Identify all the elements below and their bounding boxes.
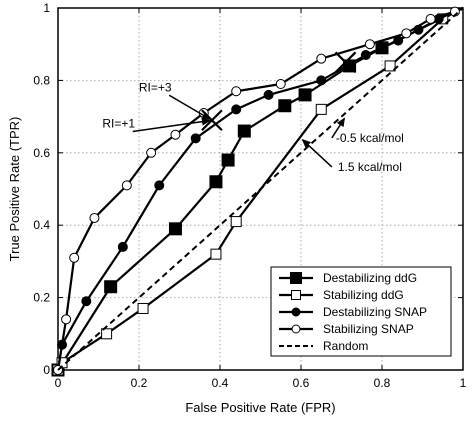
data-point xyxy=(121,180,132,191)
cross-marker xyxy=(334,51,357,74)
annotation-arrow xyxy=(168,94,212,120)
data-point xyxy=(237,124,251,138)
legend-label: Destabilizing SNAP xyxy=(323,305,427,319)
annotations: RI=+3 RI=+1 -0.5 kcal/mol 1.5 kcal/mol xyxy=(102,51,404,174)
data-point xyxy=(360,50,371,61)
data-point xyxy=(69,252,80,263)
axis-ticks: 00 0.2 0.2 0.4 0.4 0.6 0.6 0.8 0.8 1 1 xyxy=(33,1,466,390)
legend-label: Stabilizing ddG xyxy=(323,288,404,302)
y-tick-label: 0.2 xyxy=(33,291,50,305)
legend-marker xyxy=(290,272,302,284)
data-point xyxy=(425,13,436,24)
annotation-label: -0.5 kcal/mol xyxy=(336,131,404,145)
series-destabilizing-snap xyxy=(53,6,464,375)
data-point xyxy=(104,280,118,294)
series-group xyxy=(51,6,464,377)
series-random xyxy=(57,7,464,371)
data-point xyxy=(230,216,242,228)
data-point xyxy=(190,133,201,144)
x-tick-label: 0.2 xyxy=(131,376,148,390)
series-stabilizing-snap xyxy=(53,6,464,375)
data-point xyxy=(263,89,274,100)
x-tick-label: 0 xyxy=(55,376,62,390)
y-tick-label: 0 xyxy=(43,363,50,377)
data-point xyxy=(168,222,182,236)
annotation-label: 1.5 kcal/mol xyxy=(338,160,402,174)
data-point xyxy=(231,86,242,97)
annotation-label: RI=+3 xyxy=(139,80,172,94)
data-point xyxy=(298,88,312,102)
y-tick-label: 0.4 xyxy=(33,218,50,232)
legend-label: Destabilizing ddG xyxy=(323,271,417,285)
x-axis-title: False Positive Rate (FPR) xyxy=(185,400,335,415)
data-point xyxy=(170,129,181,140)
data-point xyxy=(137,302,149,314)
data-point xyxy=(315,103,327,115)
legend-label: Stabilizing SNAP xyxy=(323,322,414,336)
series-destabilizing-ddg xyxy=(51,7,464,377)
data-point xyxy=(146,147,157,158)
data-point xyxy=(278,99,292,113)
x-tick-label: 1 xyxy=(460,376,467,390)
data-point xyxy=(316,53,327,64)
data-point xyxy=(384,60,396,72)
data-point xyxy=(231,104,242,115)
legend-label: Random xyxy=(323,339,368,353)
series-line xyxy=(57,7,464,371)
series-line xyxy=(56,6,464,371)
annotation-label: RI=+1 xyxy=(102,116,135,130)
series-line xyxy=(57,7,464,371)
legend-marker xyxy=(291,307,301,317)
cross-marker xyxy=(201,109,223,131)
series-stabilizing-ddg xyxy=(52,7,464,376)
x-tick-label: 0.6 xyxy=(293,376,310,390)
annotation-arrow xyxy=(331,117,346,139)
data-point xyxy=(316,75,327,86)
data-point xyxy=(154,180,165,191)
data-point xyxy=(364,39,375,50)
data-point xyxy=(401,28,412,39)
data-point xyxy=(117,241,128,252)
y-tick-label: 0.6 xyxy=(33,146,50,160)
data-point xyxy=(89,212,100,223)
data-point xyxy=(101,328,113,340)
data-point xyxy=(61,314,72,325)
data-point xyxy=(209,175,223,189)
x-tick-label: 0.4 xyxy=(212,376,229,390)
legend: Destabilizing ddG Stabilizing ddG Destabil… xyxy=(270,266,452,357)
legend-marker xyxy=(291,290,301,300)
data-point xyxy=(221,153,235,167)
plot-frame xyxy=(57,7,464,371)
y-tick-label: 1 xyxy=(43,1,50,15)
x-tick-label: 0.8 xyxy=(374,376,391,390)
y-tick-label: 0.8 xyxy=(33,73,50,87)
data-point xyxy=(275,79,286,90)
y-axis-title: True Positive Rate (TPR) xyxy=(7,117,22,262)
annotation-arrow xyxy=(132,117,211,133)
data-point xyxy=(210,248,222,260)
data-point xyxy=(81,296,92,307)
legend-marker xyxy=(291,324,301,334)
annotation-arrow xyxy=(301,138,333,168)
